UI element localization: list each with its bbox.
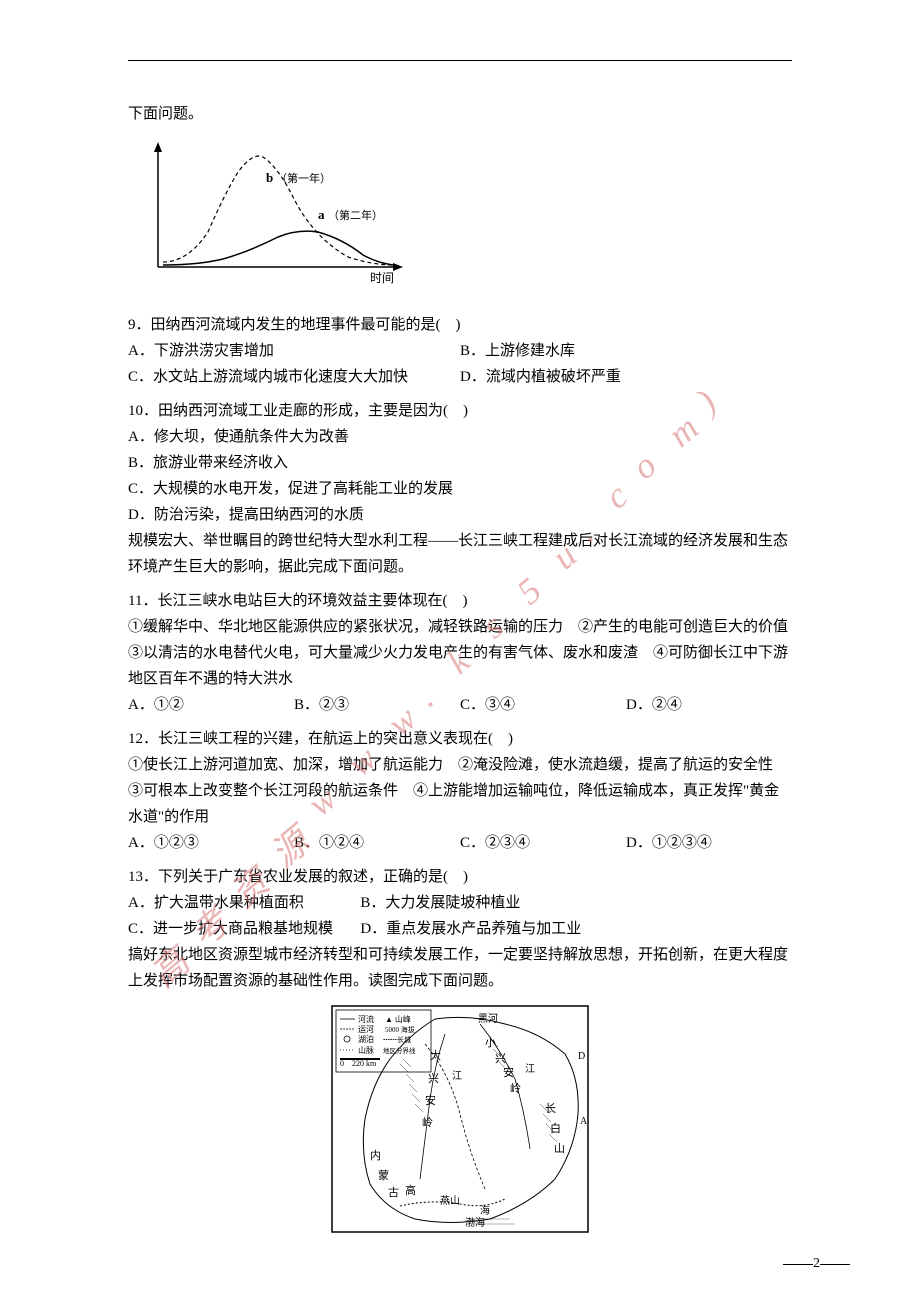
map-an1: 安: [425, 1093, 436, 1107]
q10-opt-d: D．防治污染，提高田纳西河的水质: [128, 502, 792, 528]
q11-opt-a: A．①②: [128, 692, 294, 718]
chart-x-axis: 时间: [370, 271, 394, 285]
legend-mtn: 山脉: [358, 1045, 374, 1055]
q12-opt-a: A．①②③: [128, 830, 294, 856]
legend-altitude: 5000 海拔: [385, 1025, 415, 1034]
legend-scale: 0 220 km: [340, 1059, 377, 1068]
q9-opt-c: C．水文站上游流域内城市化速度大大加快: [128, 364, 460, 390]
q11-statements: ①缓解华中、华北地区能源供应的紧张状况，减轻铁路运输的压力 ②产生的电能可创造巨…: [128, 614, 792, 692]
map-d: D: [578, 1051, 585, 1062]
map-an2: 安: [503, 1065, 514, 1079]
q12-stem: 12．长江三峡工程的兴建，在航运上的突出意义表现在( ): [128, 726, 792, 752]
q13-opt-b: B．大力发展陡坡种植业: [360, 890, 592, 916]
map-xing1: 兴: [428, 1072, 439, 1085]
map-bohai: 渤海: [465, 1216, 485, 1229]
q12-opt-d: D．①②③④: [626, 830, 792, 856]
q11-opt-d: D．②④: [626, 692, 792, 718]
map-da: 大: [430, 1048, 441, 1062]
top-divider: [128, 60, 792, 61]
legend-river: 河流: [358, 1014, 374, 1024]
q13-opt-d: D．重点发展水产品养殖与加工业: [360, 916, 592, 942]
map-ling1: 岭: [422, 1115, 433, 1129]
chart-label-a: a: [318, 207, 325, 222]
map-jiang2: 江: [525, 1063, 535, 1075]
map-a: A: [580, 1116, 588, 1127]
legend-greatwall: ┅┅长城: [383, 1035, 411, 1044]
passage3: 搞好东北地区资源型城市经济转型和可持续发展工作，一定要坚持解放思想，开拓创新，在…: [128, 942, 792, 994]
intro-continued: 下面问题。: [128, 101, 792, 127]
q10-opt-c: C．大规模的水电开发，促进了高耗能工业的发展: [128, 476, 792, 502]
map-meng: 蒙: [378, 1169, 389, 1182]
map-shan: 山: [554, 1142, 565, 1155]
hydrograph-chart: b （第一年） a （第二年） 时间: [128, 137, 792, 292]
legend-canal: 运河: [358, 1024, 374, 1034]
map-ling2: 岭: [510, 1081, 521, 1095]
q12-opt-b: B．①②④: [294, 830, 460, 856]
map-chang: 长: [545, 1102, 556, 1115]
page-number: 2: [783, 1256, 850, 1272]
q9-opt-b: B．上游修建水库: [460, 338, 792, 364]
q13-opt-a: A．扩大温带水果种植面积: [128, 890, 360, 916]
chart-label-b-year: （第一年）: [276, 171, 331, 185]
legend-peak: ▲ 山峰: [385, 1014, 411, 1024]
q9-opt-d: D．流域内植被破坏严重: [460, 364, 792, 390]
map-yanshan: 燕山: [440, 1195, 460, 1207]
q13-stem: 13．下列关于广东省农业发展的叙述，正确的是( ): [128, 864, 792, 890]
passage2: 规模宏大、举世瞩目的跨世纪特大型水利工程——长江三峡工程建成后对长江流域的经济发…: [128, 528, 792, 580]
q12-statements: ①使长江上游河道加宽、加深，增加了航运能力 ②淹没险滩，使水流趋缓，提高了航运的…: [128, 752, 792, 830]
q9-opt-a: A．下游洪涝灾害增加: [128, 338, 460, 364]
q9-stem: 9．田纳西河流域内发生的地理事件最可能的是( ): [128, 312, 792, 338]
map-jiang1: 江: [452, 1070, 462, 1082]
legend-lake: 湖泊: [358, 1034, 374, 1044]
chart-label-a-year: （第二年）: [328, 208, 383, 222]
q10-opt-b: B．旅游业带来经济收入: [128, 450, 792, 476]
map-heihe: 黑河: [478, 1013, 498, 1025]
map-xiao: 小: [485, 1036, 496, 1049]
q10-opt-a: A．修大坝，使通航条件大为改善: [128, 424, 792, 450]
map-gu: 古: [388, 1186, 399, 1199]
q11-opt-b: B．②③: [294, 692, 460, 718]
q11-stem: 11．长江三峡水电站巨大的环境效益主要体现在( ): [128, 588, 792, 614]
q12-opt-c: C．②③④: [460, 830, 626, 856]
northeast-china-map: 河流 ▲ 山峰 运河 5000 海拔 湖泊 ┅┅长城 山脉 地区分界线 0 22…: [128, 1004, 792, 1239]
map-gao: 高: [405, 1183, 416, 1197]
map-xing2: 兴: [495, 1052, 506, 1065]
q11-opt-c: C．③④: [460, 692, 626, 718]
map-nei: 内: [370, 1148, 381, 1162]
q13-opt-c: C．进一步扩大商品粮基地规模: [128, 916, 360, 942]
map-bai: 白: [550, 1121, 561, 1135]
q10-stem: 10．田纳西河流域工业走廊的形成，主要是因为( ): [128, 398, 792, 424]
chart-label-b: b: [266, 170, 273, 185]
